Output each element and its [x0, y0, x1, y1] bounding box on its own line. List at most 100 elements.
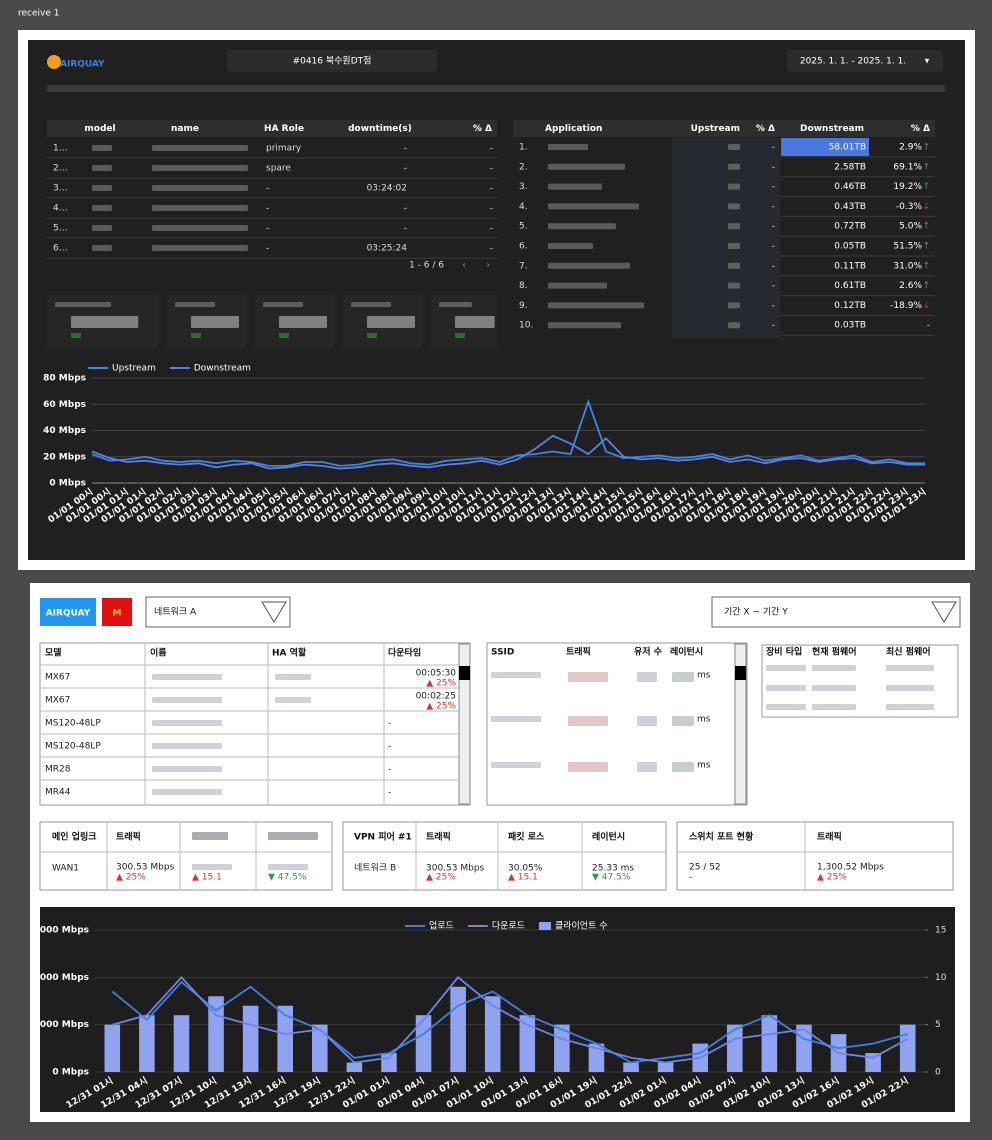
downtime: 00:05:30 — [416, 669, 457, 679]
blurred-text — [548, 223, 616, 230]
column-header: 장비 타입 — [766, 646, 802, 658]
blurred-text — [192, 864, 232, 870]
column-header: 유저 수 — [634, 646, 662, 658]
blurred-text — [886, 665, 934, 671]
column-header: 다운타임 — [388, 647, 421, 659]
brand-box — [102, 598, 132, 626]
ha-role: primary — [266, 144, 302, 154]
down-delta: 31.0% — [893, 261, 922, 271]
column-header: Downstream — [800, 124, 864, 134]
blurred-text — [548, 302, 644, 309]
date-range: 2025. 1. 1. - 2025. 1. 1. — [800, 57, 906, 67]
period-dropdown[interactable] — [711, 596, 961, 628]
downtime: 03:25:24 — [367, 244, 408, 254]
delta: ▲ 25% — [426, 702, 456, 712]
traffic: 300.53 Mbps — [116, 863, 175, 873]
blurred-text — [152, 743, 222, 749]
column-header: 이름 — [150, 647, 167, 659]
table-header — [513, 120, 935, 137]
down-delta: 19.2% — [893, 182, 922, 192]
bar — [623, 1062, 639, 1072]
blurred-text — [548, 144, 588, 150]
y-tick-label: 40 Mbps — [43, 426, 86, 436]
column-header: HA 역할 — [272, 647, 307, 659]
blurred-text — [568, 672, 608, 682]
downtime: - — [388, 719, 391, 729]
bar — [761, 1015, 778, 1072]
column-header: 트래픽 — [566, 646, 591, 658]
trend-arrow: ↑ — [922, 182, 930, 192]
blurred-text — [766, 665, 806, 671]
logo-mark — [47, 55, 61, 69]
row-index: 1. — [519, 143, 528, 153]
downstream: 58.01TB — [829, 143, 866, 153]
next-page[interactable]: › — [486, 261, 490, 271]
blurred-text — [728, 203, 740, 210]
down-delta: - — [927, 321, 930, 331]
trend-arrow: ↑ — [922, 162, 930, 172]
column-header: 모델 — [45, 647, 62, 659]
column-header: 레이턴시 — [670, 646, 703, 658]
prev-page[interactable]: ‹ — [462, 261, 466, 271]
column-header: HA Role — [264, 124, 304, 134]
blurred-text — [812, 704, 856, 710]
blurred-text — [637, 672, 657, 682]
y-tick-label: 60 Mbps — [43, 400, 86, 410]
dropdown-triangle — [931, 601, 957, 623]
card-value: 30.05% — [508, 864, 543, 874]
up-delta: - — [772, 242, 775, 252]
card-header: 메인 업링크 — [52, 831, 97, 843]
date-box[interactable] — [787, 50, 943, 72]
row-index: 6… — [53, 244, 68, 254]
blurred-text — [92, 245, 112, 251]
row-index: 5. — [519, 222, 528, 232]
downstream: 0.11TB — [834, 261, 866, 271]
model: MR28 — [45, 765, 71, 775]
down-delta: 2.6% — [899, 281, 922, 291]
blurred-text — [886, 685, 934, 691]
model: MS120-48LP — [45, 742, 101, 752]
delta: ▲ 25% — [426, 873, 456, 883]
down-delta: -0.3% — [896, 202, 923, 212]
store-box — [227, 50, 437, 72]
column-header: % Δ — [473, 124, 492, 134]
trend-arrow: ↑ — [922, 222, 930, 232]
blurred-text — [55, 302, 111, 307]
row-index: 7. — [519, 261, 528, 271]
card-header: 스위치 포트 현황 — [689, 831, 754, 843]
legend-label: 클라이언트 수 — [555, 920, 608, 932]
up-delta: - — [772, 162, 775, 172]
blurred-text — [672, 762, 694, 772]
down-delta: 2.9% — [899, 143, 922, 153]
uplink-name: WAN1 — [52, 864, 79, 874]
blurred-text — [672, 672, 694, 682]
column-header: Upstream — [691, 124, 740, 134]
model: MX67 — [45, 696, 70, 706]
ha-role: - — [266, 204, 269, 214]
delta: - — [490, 224, 493, 234]
bar — [346, 1062, 363, 1072]
bar — [173, 1015, 190, 1072]
downtime: - — [404, 204, 407, 214]
delta: ▲ 25% — [817, 873, 847, 883]
up-delta: - — [772, 182, 775, 192]
blurred-text — [491, 716, 541, 722]
scroll-thumb — [459, 666, 470, 680]
column-header: % Δ — [756, 124, 775, 134]
column-header: 현재 펌웨어 — [812, 646, 857, 658]
trend-arrow: ↑ — [922, 281, 930, 291]
dropdown-triangle — [261, 601, 287, 623]
card-header: 패킷 로스 — [508, 831, 545, 843]
trend-arrow: ↓ — [922, 301, 930, 311]
trend-arrow: ↑ — [922, 242, 930, 252]
logo: AIRQUAY — [60, 60, 105, 70]
blurred-text — [728, 243, 740, 249]
down-delta: -18.9% — [890, 301, 922, 311]
blurred-text — [728, 163, 740, 170]
blurred-text — [548, 322, 621, 329]
delta: ▲ 25% — [426, 679, 456, 689]
y-tick-label: 1000 Mbps — [34, 1020, 89, 1030]
legend-label: Downstream — [194, 364, 251, 374]
brand-logo: M — [113, 609, 122, 619]
delta: - — [490, 144, 493, 154]
